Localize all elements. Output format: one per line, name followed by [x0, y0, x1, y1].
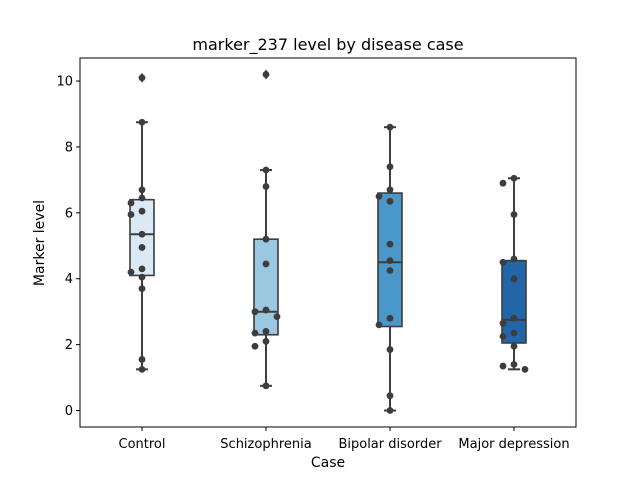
data-point — [386, 123, 394, 131]
x-axis-label: Case — [311, 455, 345, 471]
data-point — [138, 356, 146, 363]
data-point — [386, 392, 394, 400]
data-point — [386, 197, 394, 205]
box-body — [253, 238, 279, 336]
plot-area: 0 2 4 6 8 10 Control Schizophrenia Bipolar disor… — [56, 57, 577, 452]
x-tick-label: Major depression — [458, 437, 569, 452]
x-tick-label: Control — [119, 437, 166, 452]
data-point — [262, 235, 270, 243]
data-point — [386, 257, 394, 265]
data-point — [510, 314, 518, 322]
data-point — [386, 240, 394, 248]
data-point — [262, 166, 270, 174]
data-point — [510, 342, 518, 350]
data-point — [138, 265, 146, 273]
data-point — [510, 174, 518, 182]
data-point — [510, 329, 518, 337]
data-point — [138, 186, 146, 194]
data-point — [251, 342, 259, 350]
data-point — [138, 285, 146, 293]
data-point — [262, 328, 270, 335]
y-tick-label: 0 — [65, 404, 73, 419]
data-point — [262, 382, 270, 390]
y-axis-label: Marker level — [32, 200, 48, 286]
data-point — [138, 273, 146, 281]
data-point — [386, 267, 394, 274]
y-tick-label: 4 — [65, 272, 73, 287]
data-point — [262, 260, 270, 268]
data-point — [499, 319, 507, 327]
data-point — [521, 365, 529, 373]
data-point — [138, 194, 146, 202]
data-point — [273, 313, 281, 321]
y-tick-label: 10 — [56, 75, 73, 90]
x-tick-label: Bipolar disorder — [338, 437, 442, 452]
data-point — [262, 337, 270, 345]
data-point — [262, 183, 270, 190]
data-point — [138, 230, 146, 238]
data-point — [386, 186, 394, 194]
data-point — [510, 255, 518, 263]
data-point — [499, 258, 507, 266]
data-point — [375, 321, 383, 329]
x-tick-label: Schizophrenia — [220, 437, 311, 452]
data-point — [386, 163, 394, 171]
data-point — [510, 361, 518, 368]
data-point — [138, 118, 146, 126]
data-point — [386, 346, 394, 353]
data-point — [127, 268, 135, 276]
y-tick-label: 6 — [65, 206, 73, 221]
data-point — [127, 211, 135, 218]
data-point — [138, 207, 146, 215]
data-point — [510, 275, 518, 283]
data-point — [386, 314, 394, 322]
axes-frame — [79, 57, 577, 428]
data-point — [138, 244, 146, 251]
y-tick-label: 8 — [65, 140, 73, 155]
data-point — [499, 179, 507, 187]
data-point — [138, 74, 146, 82]
data-point — [251, 308, 259, 316]
data-point — [499, 332, 507, 340]
data-point — [262, 71, 270, 78]
data-point — [251, 329, 259, 337]
chart-title: marker_237 level by disease case — [192, 35, 463, 55]
data-point — [499, 362, 507, 370]
data-point — [386, 407, 394, 414]
data-point — [138, 365, 146, 373]
data-point — [510, 211, 518, 218]
data-point — [127, 199, 135, 207]
data-point — [375, 192, 383, 200]
data-point — [262, 306, 270, 314]
y-tick-label: 2 — [65, 338, 73, 353]
